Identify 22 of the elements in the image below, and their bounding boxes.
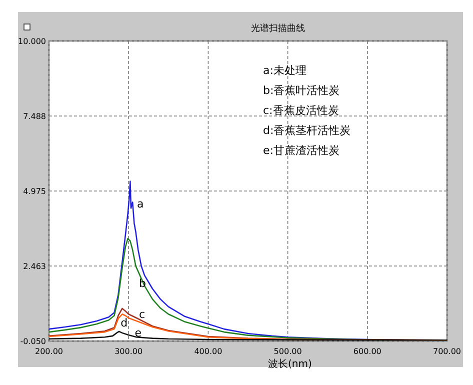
annotation: c: [138, 308, 146, 322]
x-tick-label: 700.00: [433, 347, 461, 356]
y-tick-label: 7.488: [23, 112, 46, 121]
x-tick-label: 500.00: [274, 347, 302, 356]
x-tick-label: 600.00: [353, 347, 382, 356]
annotation: c:香蕉皮活性炭: [263, 104, 339, 117]
annotation: b:香蕉叶活性炭: [263, 84, 340, 97]
annotation: a: [136, 198, 144, 211]
x-axis-title: 波长(nm): [268, 358, 312, 370]
x-tick-label: 400.00: [194, 347, 222, 356]
x-tick-label: 300.00: [114, 347, 143, 356]
y-tick-label: 2.463: [23, 262, 46, 271]
y-tick-label: -0.050: [20, 337, 46, 346]
annotation: a:未处理: [263, 64, 306, 77]
annotation: d: [120, 316, 128, 330]
y-tick-label: 4.975: [23, 187, 46, 196]
chart-title: 光谱扫描曲线: [251, 23, 305, 34]
annotation: e: [134, 326, 142, 340]
y-tick-label: 10.000: [18, 37, 46, 46]
annotation: d:香蕉茎杆活性炭: [263, 124, 351, 137]
annotation: e:甘蔗渣活性炭: [263, 144, 340, 157]
x-tick-label: 200.00: [35, 347, 63, 356]
